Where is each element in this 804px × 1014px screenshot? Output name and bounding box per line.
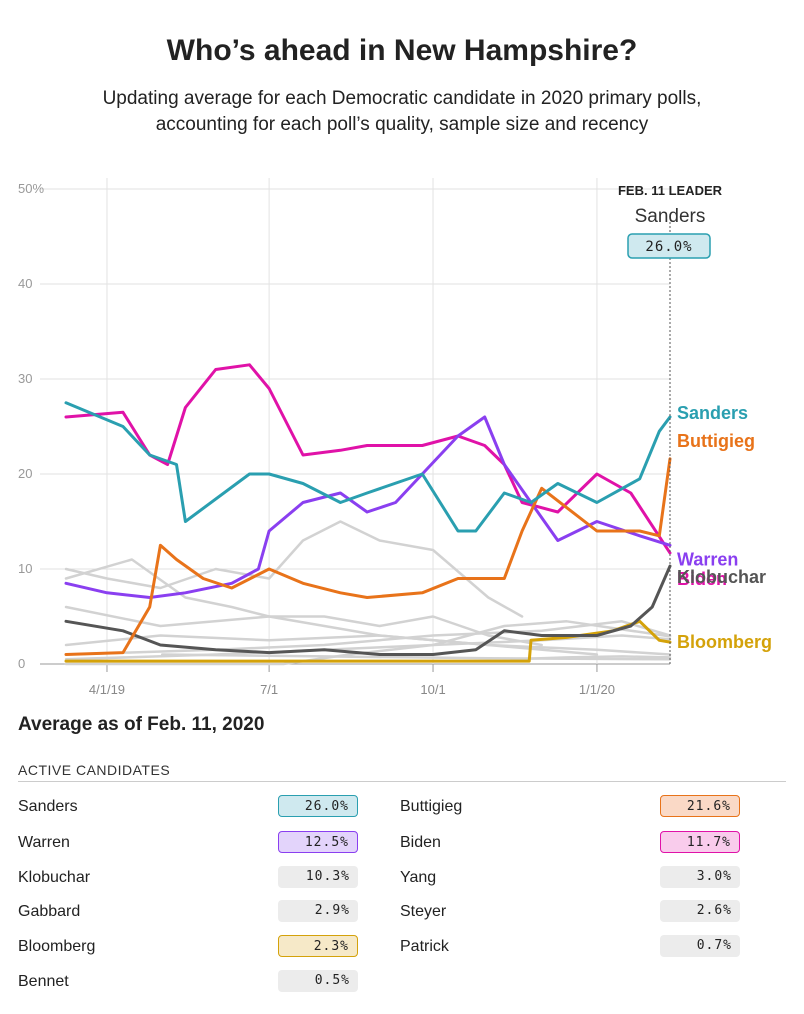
steyer-series-line [64, 634, 672, 666]
candidate-average-value: 0.7% [660, 935, 740, 957]
table-row: Klobuchar 10.3% [18, 866, 378, 892]
chart-subtitle: Updating average for each Democratic can… [0, 86, 804, 138]
candidate-name: Buttigieg [400, 798, 463, 815]
active-candidates-heading: ACTIVE CANDIDATES [18, 762, 171, 778]
x-tick-label: 10/1 [420, 682, 445, 697]
average-heading: Average as of Feb. 11, 2020 [18, 714, 265, 735]
polling-average-chart: 0 10 20 30 40 50% 4/1/19 7/1 10/1 1/1/20 Sanders Bu… [18, 178, 772, 697]
candidate-average-value: 21.6% [660, 795, 740, 817]
klobuchar-series-line [64, 564, 672, 656]
y-tick-label: 0 [18, 656, 25, 671]
bloomberg-series-label: Bloomberg [677, 632, 772, 652]
buttigieg-series-label: Buttigieg [677, 431, 755, 451]
candidate-name: Bloomberg [18, 938, 96, 955]
biden-series-line [64, 363, 672, 555]
candidate-average-value: 2.6% [660, 900, 740, 922]
candidate-name: Warren [18, 834, 70, 851]
candidate-name: Yang [400, 869, 437, 886]
candidate-average-value: 2.9% [278, 900, 358, 922]
table-row: Biden 11.7% [400, 831, 760, 857]
y-tick-label: 30 [18, 371, 32, 386]
candidate-name: Bennet [18, 973, 69, 990]
bennet-series-line [160, 653, 672, 661]
table-row: Steyer 2.6% [400, 900, 760, 926]
candidate-average-value: 0.5% [278, 970, 358, 992]
y-tick-label: 50% [18, 181, 44, 196]
warren-series-label: Warren [677, 549, 738, 569]
sanders-series-line [64, 401, 672, 533]
candidate-average-value: 12.5% [278, 831, 358, 853]
candidate-average-value: 3.0% [660, 866, 740, 888]
leader-value-badge [627, 233, 711, 259]
leader-name: Sanders [635, 206, 706, 227]
candidate-name: Sanders [18, 798, 78, 815]
other-candidate-series-line [64, 520, 524, 618]
y-tick-label: 20 [18, 466, 32, 481]
klobuchar-series-label: Klobuchar [677, 567, 766, 587]
candidate-name: Gabbard [18, 903, 81, 920]
buttigieg-series-line [64, 457, 672, 656]
subtitle-line-1: Updating average for each Democratic can… [102, 88, 702, 109]
candidate-name: Steyer [400, 903, 447, 920]
table-row: Patrick 0.7% [400, 935, 760, 961]
candidate-name: Biden [400, 834, 441, 851]
table-divider [18, 781, 786, 782]
chart-title: Who’s ahead in New Hampshire? [166, 34, 638, 67]
candidate-average-value: 11.7% [660, 831, 740, 853]
x-tick-label: 1/1/20 [579, 682, 615, 697]
leader-value: 26.0% [645, 239, 692, 255]
y-tick-label: 40 [18, 276, 32, 291]
candidate-name: Klobuchar [18, 869, 91, 886]
other-candidate-series-line [64, 634, 672, 656]
sanders-series-label: Sanders [677, 403, 748, 423]
leader-heading: FEB. 11 LEADER [618, 183, 723, 198]
y-tick-label: 10 [18, 561, 32, 576]
candidate-name: Patrick [400, 938, 449, 955]
candidate-average-value: 26.0% [278, 795, 358, 817]
x-tick-label: 4/1/19 [89, 682, 125, 697]
biden-series-label: Biden [677, 569, 727, 589]
table-row: Bloomberg 2.3% [18, 935, 378, 961]
candidate-average-value: 2.3% [278, 935, 358, 957]
candidate-average-value: 10.3% [278, 866, 358, 888]
table-row: Sanders 26.0% [18, 795, 378, 821]
x-tick-label: 7/1 [260, 682, 278, 697]
table-row: Yang 3.0% [400, 866, 760, 892]
other-candidate-series-line [64, 558, 543, 647]
table-row: Warren 12.5% [18, 831, 378, 857]
table-row: Bennet 0.5% [18, 970, 378, 996]
table-row: Buttigieg 21.6% [400, 795, 760, 821]
warren-series-line [64, 415, 672, 599]
table-row: Gabbard 2.9% [18, 900, 378, 926]
subtitle-line-2: accounting for each poll’s quality, samp… [155, 114, 649, 135]
